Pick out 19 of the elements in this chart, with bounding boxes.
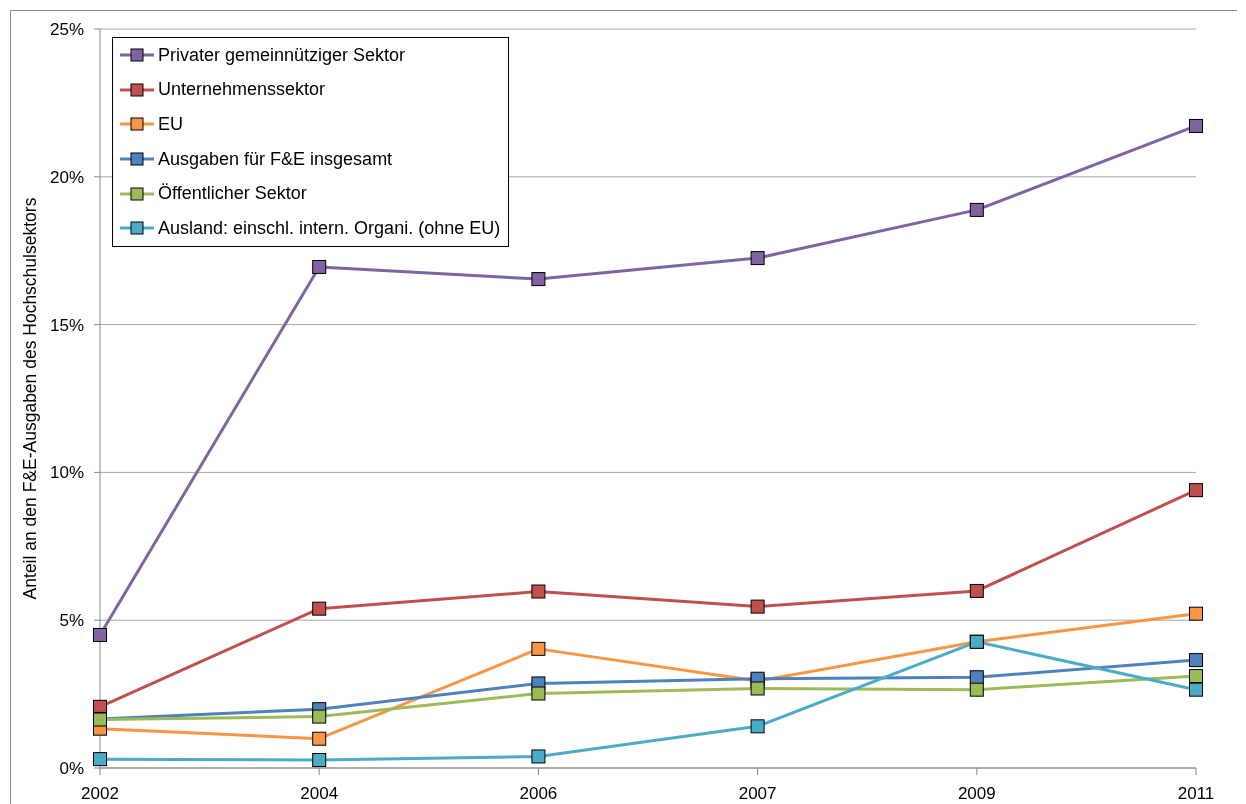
x-tick-label: 2011 <box>1177 784 1215 804</box>
x-tick-label: 2009 <box>957 784 996 804</box>
y-tick-label: 0% <box>59 759 84 779</box>
y-tick-label: 5% <box>59 611 84 631</box>
x-tick-label: 2004 <box>300 784 339 804</box>
x-tick-label: 2006 <box>519 784 558 804</box>
y-tick-label: 10% <box>49 463 84 483</box>
legend-label: Unternehmenssektor <box>158 79 326 101</box>
y-tick-label: 15% <box>49 315 84 335</box>
x-tick-label: 2002 <box>81 784 119 804</box>
legend-label: Privater gemeinnütziger Sektor <box>158 44 406 66</box>
y-tick-label: 20% <box>49 167 84 187</box>
legend-label: Öffentlicher Sektor <box>158 183 307 205</box>
y-tick-label: 25% <box>49 20 84 40</box>
x-tick-label: 2007 <box>738 784 777 804</box>
legend-label: Ausland: einschl. intern. Organi. (ohne EU) <box>158 217 501 239</box>
legend-label: EU <box>158 113 184 135</box>
legend-label: Ausgaben für F&E insgesamt <box>158 148 393 170</box>
y-axis-title: Anteil an den F&E-Ausgaben des Hochschulsektors <box>20 197 40 600</box>
